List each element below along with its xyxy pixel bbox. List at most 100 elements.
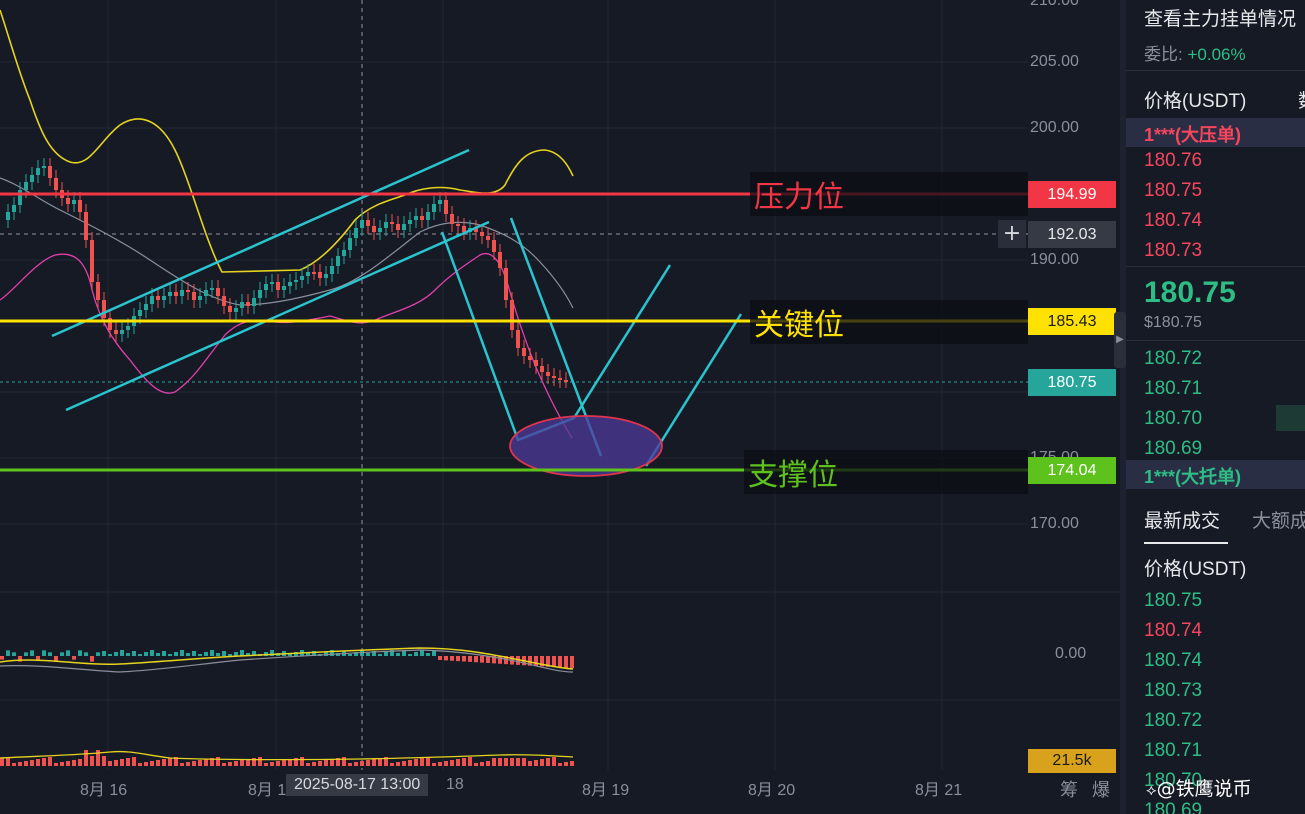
candle-body [42,166,46,168]
candle-body [534,360,538,366]
chip-distribution-button[interactable]: 筹 [1060,780,1078,800]
chart-canvas[interactable] [0,0,1120,814]
ask-price[interactable]: 180.76 [1144,150,1203,171]
price-axis-label: 205.00 [1030,53,1079,70]
macd-bar [228,654,232,656]
macd-bar [414,652,418,656]
volume-bar [420,758,424,766]
bid-price[interactable]: 180.69 [1144,438,1203,459]
macd-bar [168,654,172,656]
volume-bar [372,759,376,766]
candle-body [30,175,34,182]
bid-price[interactable]: 180.71 [1144,378,1203,399]
last-price-usd: $180.75 [1144,314,1202,331]
tab-large-trades[interactable]: 大额成 [1252,511,1305,532]
macd-bar [540,656,544,667]
macd-bar [36,656,40,660]
liquidation-button[interactable]: 爆 [1092,780,1110,800]
order-book-title[interactable]: 查看主力挂单情况 [1144,9,1297,30]
price-axis-label: 170.00 [1030,515,1079,532]
volume-bar [378,758,382,766]
candle-body [90,240,94,282]
ask-price[interactable]: 180.75 [1144,180,1203,201]
candle-body [372,226,376,232]
candle-body [546,372,550,376]
big-bid-row[interactable]: 1***(大托单) [1126,460,1305,489]
big-ask-row[interactable]: 1***(大压单) [1126,118,1305,147]
volume-bar [414,759,418,766]
candle-body [456,224,460,226]
volume-bar [438,762,442,766]
volume-bar [30,760,34,766]
volume-bar [66,761,70,766]
volume-bar [90,756,94,766]
panel-divider[interactable] [1120,0,1126,814]
candle-body [498,252,502,268]
bid-price[interactable]: 180.70 [1144,408,1203,429]
candle-body [168,292,172,296]
volume-bar [120,759,124,766]
volume-bar [246,759,250,766]
candle-body [204,290,208,296]
volume-bar [6,757,10,766]
candle-body [390,222,394,224]
macd-bar [198,654,202,656]
macd-bar [252,651,256,656]
last-price: 180.75 [1144,276,1236,309]
candle-body [540,366,544,372]
candle-body [342,250,346,256]
macd-bar [204,652,208,656]
candle-body [396,224,400,230]
volume-bar [198,760,202,766]
candle-body [234,308,238,312]
candle-body [420,216,424,220]
macd-bar [234,652,238,656]
price-axis-label: 210.00 [1030,0,1079,9]
trade-price: 180.75 [1144,590,1203,611]
macd-bar [528,656,532,666]
bid-price[interactable]: 180.72 [1144,348,1203,369]
collapse-panel-icon[interactable]: ▶ [1114,312,1126,368]
volume-bar [432,763,436,766]
macd-line [0,647,574,670]
macd-bar [210,650,214,656]
macd-bar [330,650,334,656]
ask-price[interactable]: 180.73 [1144,240,1203,261]
macd-bar [366,653,370,656]
trades-price-header: 价格(USDT) [1144,559,1247,580]
chart-area[interactable]: 210.00 205.00 200.00 190.00 180.00 175.0… [0,0,1120,814]
support-label: 支撑位 [744,450,1028,494]
trade-price: 180.74 [1144,620,1203,641]
ask-price[interactable]: 180.74 [1144,210,1203,231]
tab-latest-trades[interactable]: 最新成交 [1144,511,1221,532]
big-bid-label: 1***(大托单) [1144,467,1242,487]
lower-band-line [0,253,573,439]
volume-bar [18,762,22,766]
candle-body [78,200,82,212]
time-axis-label: 8月 21 [915,782,963,799]
macd-bar [564,656,568,668]
volume-bar [42,758,46,766]
candle-body [156,296,160,300]
candle-body [306,272,310,276]
order-ratio-value: +0.06% [1187,45,1246,64]
current-price-tag: 180.75 [1028,369,1116,396]
candle-body [114,330,118,334]
logo-icon: ⟡ [1146,780,1157,799]
macd-bar [432,651,436,656]
candle-body [564,380,568,382]
candle-body [408,220,412,224]
crosshair-plus-icon[interactable]: + [998,220,1026,248]
macd-bar [90,656,94,662]
volume-bar [78,759,82,766]
candle-body [240,302,244,308]
volume-bar [102,756,106,766]
candle-body [444,200,448,214]
macd-bar [546,656,550,667]
panel-separator [1126,340,1305,341]
candle-body [282,286,286,290]
volume-bar [132,757,136,766]
candle-body [264,284,268,290]
candle-body [480,232,484,236]
candle-body [288,282,292,286]
